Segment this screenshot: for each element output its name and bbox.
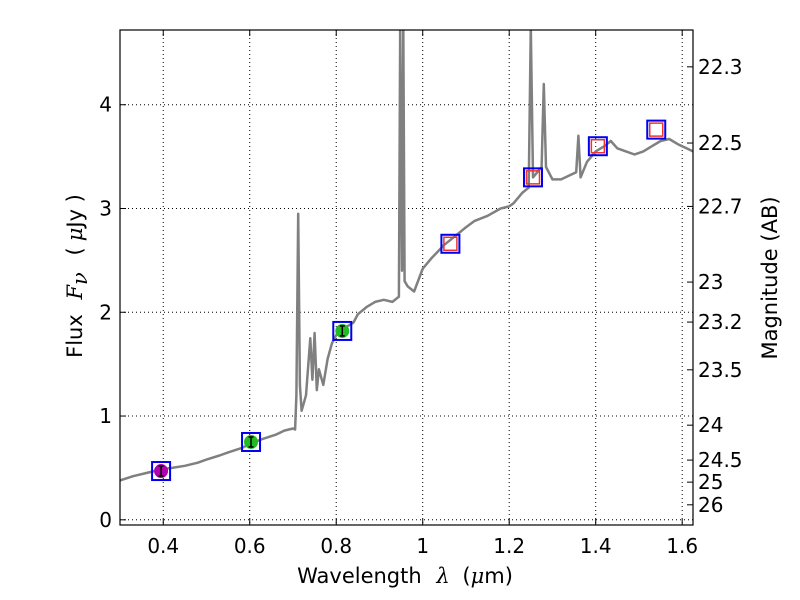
y-tick-label: 1 [99, 404, 112, 428]
y-axis-title-symbol: F [63, 284, 87, 301]
photometry-square [525, 170, 541, 185]
plot-background [120, 30, 693, 525]
axes-border [119, 29, 694, 526]
x-tick-label: 1 [416, 534, 429, 558]
y2-tick-label: 23.5 [698, 358, 743, 382]
model-flux-box [332, 320, 353, 341]
y2-tick-label: 25 [698, 470, 723, 494]
y-axis-title-unit-mu: μ [63, 228, 87, 242]
x-tick-label: 1.2 [493, 534, 525, 558]
photometry-square [590, 138, 606, 154]
y2-tick-label: 26 [698, 493, 723, 517]
y2-tick-label: 24 [698, 413, 723, 437]
photometry-point [332, 320, 353, 341]
y2-tick-label: 23 [698, 270, 723, 294]
photometry-point [646, 119, 667, 140]
x-axis-ticks: 0.4 0.6 0.8 1 1.2 1.4 1.6 [147, 30, 698, 558]
x-axis-title-unit-open: ( [462, 564, 470, 588]
x-tick-label: 1.4 [580, 534, 612, 558]
axes-frame [119, 29, 694, 526]
x-axis-title-unit-mu: μ [471, 564, 485, 588]
y2-tick-label: 24.5 [698, 448, 743, 472]
y-tick-label: 2 [99, 300, 112, 324]
y2-tick-label: 23.2 [698, 310, 743, 334]
model-flux-box [587, 136, 608, 157]
y2-tick-label: 22.7 [698, 194, 743, 218]
y-axis-title-word: Flux [63, 314, 87, 358]
photometry-point [587, 136, 608, 157]
x-axis-title-symbol: λ [435, 564, 449, 588]
x-axis-title: Wavelength λ (μm) [297, 564, 513, 588]
y2-tick-label: 22.5 [698, 131, 743, 155]
x-tick-label: 0.8 [320, 534, 352, 558]
x-tick-label: 0.4 [147, 534, 179, 558]
model-flux-box [151, 461, 172, 482]
photometry-square [648, 122, 664, 137]
photometry-point [151, 461, 172, 482]
photometry-square [443, 236, 458, 252]
y-axis-ticks: 0 1 2 3 4 [99, 93, 126, 532]
model-flux-box [241, 431, 262, 452]
x-tick-label: 0.6 [234, 534, 266, 558]
model-flux-box [522, 167, 543, 188]
y-axis-title-unit-open: ( [63, 247, 87, 255]
y-axis-title-unit-rest: Jy ) [63, 194, 87, 230]
y-axis-title-subscript: ν [68, 272, 92, 285]
plot-area [120, 30, 693, 525]
y-tick-label: 0 [99, 508, 112, 532]
model-flux-box [646, 119, 667, 140]
x-tick-label: 1.6 [666, 534, 698, 558]
photometry-point [522, 167, 543, 188]
x-axis-title-word: Wavelength [297, 564, 422, 588]
plot-series [120, 30, 693, 482]
photometry-point [241, 431, 262, 452]
x-axis-title-unit-rest: m) [484, 564, 513, 588]
y-axis-title: Flux Fν ( μJy ) [63, 194, 92, 358]
y-tick-label: 4 [99, 93, 112, 117]
model-flux-box [440, 233, 461, 254]
y2-axis-title: Magnitude (AB) [758, 196, 782, 359]
photometry-point [440, 233, 461, 254]
photometry-markers [151, 119, 667, 482]
sed-model-line [120, 30, 693, 482]
y2-tick-label: 22.3 [698, 55, 743, 79]
y-tick-label: 3 [99, 196, 112, 220]
